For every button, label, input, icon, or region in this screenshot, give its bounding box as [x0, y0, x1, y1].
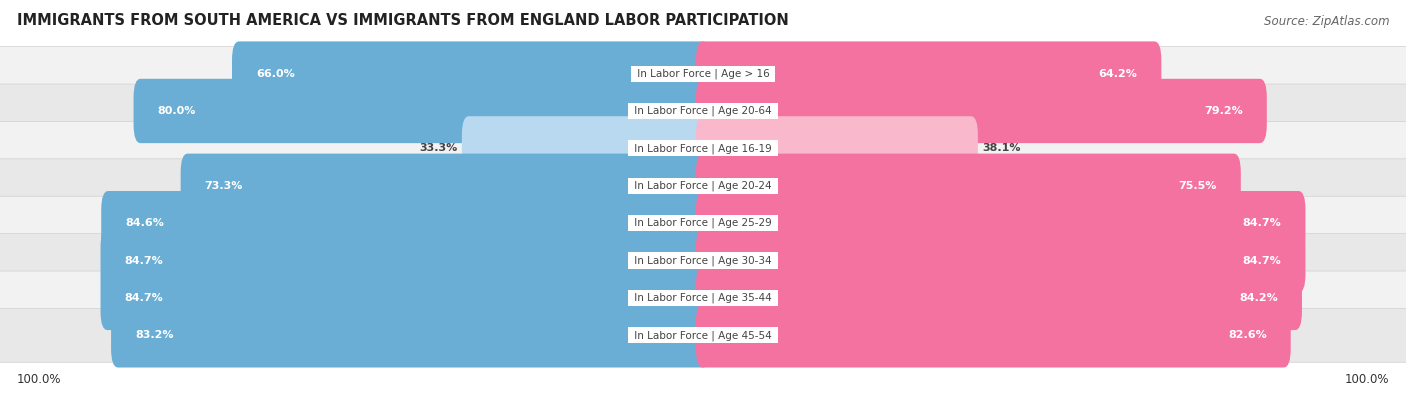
FancyBboxPatch shape	[696, 41, 1161, 106]
Text: 84.2%: 84.2%	[1239, 293, 1278, 303]
FancyBboxPatch shape	[0, 121, 1406, 175]
FancyBboxPatch shape	[696, 228, 1305, 293]
Text: 33.3%: 33.3%	[419, 143, 458, 153]
Text: 84.7%: 84.7%	[1243, 218, 1282, 228]
FancyBboxPatch shape	[232, 41, 710, 106]
Text: In Labor Force | Age 35-44: In Labor Force | Age 35-44	[631, 293, 775, 303]
Text: In Labor Force | Age > 16: In Labor Force | Age > 16	[634, 68, 772, 79]
Text: In Labor Force | Age 25-29: In Labor Force | Age 25-29	[631, 218, 775, 228]
Text: 80.0%: 80.0%	[157, 106, 195, 116]
FancyBboxPatch shape	[696, 79, 1267, 143]
FancyBboxPatch shape	[696, 154, 1241, 218]
FancyBboxPatch shape	[101, 266, 710, 330]
Text: In Labor Force | Age 20-64: In Labor Force | Age 20-64	[631, 106, 775, 116]
Text: IMMIGRANTS FROM SOUTH AMERICA VS IMMIGRANTS FROM ENGLAND LABOR PARTICIPATION: IMMIGRANTS FROM SOUTH AMERICA VS IMMIGRA…	[17, 13, 789, 28]
FancyBboxPatch shape	[101, 191, 710, 255]
Text: 84.7%: 84.7%	[124, 256, 163, 265]
FancyBboxPatch shape	[0, 84, 1406, 138]
FancyBboxPatch shape	[101, 228, 710, 293]
Text: In Labor Force | Age 30-34: In Labor Force | Age 30-34	[631, 255, 775, 266]
Text: In Labor Force | Age 20-24: In Labor Force | Age 20-24	[631, 181, 775, 191]
FancyBboxPatch shape	[0, 233, 1406, 288]
Text: In Labor Force | Age 16-19: In Labor Force | Age 16-19	[631, 143, 775, 154]
Text: 79.2%: 79.2%	[1204, 106, 1243, 116]
Text: 38.1%: 38.1%	[981, 143, 1021, 153]
Text: 83.2%: 83.2%	[135, 330, 173, 340]
FancyBboxPatch shape	[0, 159, 1406, 213]
Text: 64.2%: 64.2%	[1098, 69, 1137, 79]
FancyBboxPatch shape	[696, 303, 1291, 367]
Text: 75.5%: 75.5%	[1178, 181, 1218, 191]
Text: 82.6%: 82.6%	[1227, 330, 1267, 340]
Text: 84.6%: 84.6%	[125, 218, 165, 228]
FancyBboxPatch shape	[134, 79, 710, 143]
FancyBboxPatch shape	[0, 308, 1406, 362]
FancyBboxPatch shape	[0, 196, 1406, 250]
FancyBboxPatch shape	[111, 303, 710, 367]
FancyBboxPatch shape	[0, 47, 1406, 100]
Text: 84.7%: 84.7%	[124, 293, 163, 303]
FancyBboxPatch shape	[181, 154, 710, 218]
FancyBboxPatch shape	[696, 191, 1305, 255]
Text: In Labor Force | Age 45-54: In Labor Force | Age 45-54	[631, 330, 775, 340]
Text: 100.0%: 100.0%	[1344, 373, 1389, 386]
FancyBboxPatch shape	[696, 266, 1302, 330]
FancyBboxPatch shape	[696, 116, 979, 181]
FancyBboxPatch shape	[0, 271, 1406, 325]
FancyBboxPatch shape	[463, 116, 710, 181]
Text: 100.0%: 100.0%	[17, 373, 62, 386]
Text: 84.7%: 84.7%	[1243, 256, 1282, 265]
Text: Source: ZipAtlas.com: Source: ZipAtlas.com	[1264, 15, 1389, 28]
Text: 73.3%: 73.3%	[205, 181, 243, 191]
Text: 66.0%: 66.0%	[256, 69, 295, 79]
